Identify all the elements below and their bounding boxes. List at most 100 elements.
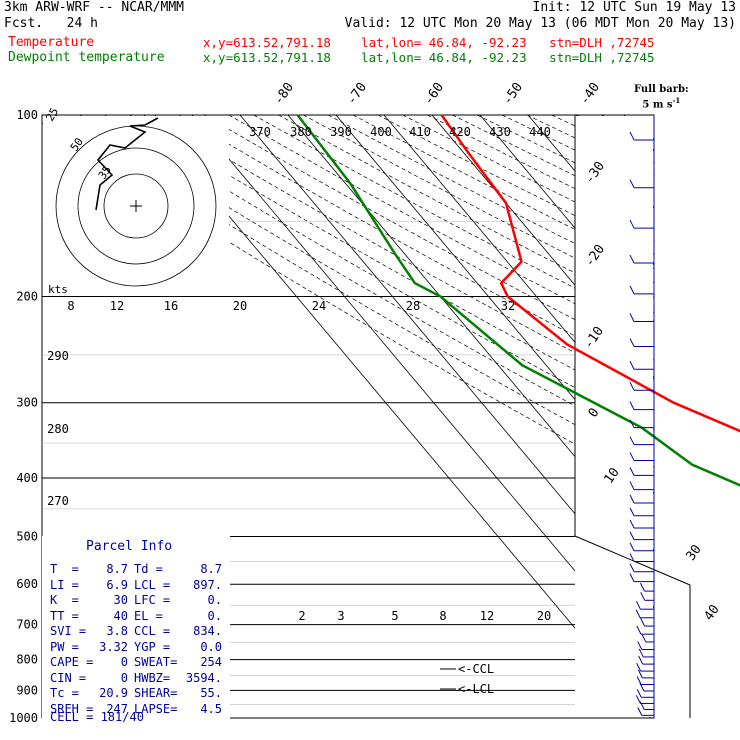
pressure-tick-label: 200	[16, 290, 38, 304]
dry-adiabat	[303, 115, 740, 718]
dry-adiabat	[403, 115, 740, 718]
pressure-tick-label: 700	[16, 618, 38, 632]
header-init: Init: 12 UTC Sun 19 May 13	[533, 0, 737, 15]
header-model: 3km ARW-WRF -- NCAR/MMM	[4, 0, 184, 15]
isotherm-label: -50	[500, 80, 526, 108]
pressure-tick-label: 300	[16, 396, 38, 410]
isotherm-label: -40	[577, 80, 603, 108]
parcel-row-cell: 4.5	[200, 702, 222, 716]
dry-adiabat	[254, 115, 740, 718]
parcel-row-cell: 8.7	[106, 562, 128, 576]
mixing-low-label: 20	[537, 609, 551, 623]
dry-adiabat	[279, 115, 740, 718]
theta-label: 420	[449, 125, 471, 139]
mixing-top-label: 8	[67, 299, 74, 313]
wind-bg	[575, 116, 653, 717]
parcel-row-cell: 0	[121, 671, 128, 685]
parcel-row-cell: 3.8	[106, 624, 128, 638]
parcel-row-cell: 834.	[193, 624, 222, 638]
hodo-unit: kts	[48, 283, 68, 296]
parcel-row-cell: 30	[114, 593, 128, 607]
parcel-row-cell: K =	[50, 593, 79, 607]
parcel-row-cell: EL =	[134, 609, 163, 623]
parcel-row-cell: 3594.	[186, 671, 222, 685]
theta-left-label: 270	[47, 494, 69, 508]
theta-label: 430	[489, 125, 511, 139]
isotherm-label: -60	[421, 80, 447, 108]
parcel-info-title: Parcel Info	[86, 539, 172, 554]
theta-label: 380	[290, 125, 312, 139]
dewpoint-line	[298, 115, 740, 695]
parcel-row-cell: Tc =	[50, 686, 79, 700]
parcel-row-cell: 0.	[208, 593, 222, 607]
parcel-row-cell: 55.	[200, 686, 222, 700]
parcel-info-panel: Parcel Info T = 8.7 Td = 8.7 LI = 6.9 LCL = 897…	[42, 536, 230, 728]
parcel-row-cell: 40	[114, 609, 128, 623]
legend-temperature: Temperature	[8, 35, 94, 50]
barb-legend-exp: -1	[673, 96, 681, 105]
isotherm-label: 40	[701, 602, 722, 623]
mixing-top-label: 12	[110, 299, 124, 313]
parcel-row-cell: 0	[121, 655, 128, 669]
isotherm	[336, 115, 740, 718]
isotherm	[240, 115, 740, 718]
lcl-label: <-LCL	[458, 682, 494, 696]
parcel-row-cell: 8.7	[200, 562, 222, 576]
mixing-low-label: 8	[439, 609, 446, 623]
mixing-low-label: 3	[337, 609, 344, 623]
parcel-row-cell: 0.0	[200, 640, 222, 654]
parcel-row-cell: PW =	[50, 640, 79, 654]
mixing-top-label: 28	[406, 299, 420, 313]
parcel-row-cell: 0.	[208, 609, 222, 623]
parcel-row-cell: 254	[200, 655, 222, 669]
parcel-row-cell: SWEAT=	[134, 655, 177, 669]
theta-label: 370	[249, 125, 271, 139]
parcel-row-cell: LCL =	[134, 578, 170, 592]
dry-adiabat	[378, 115, 740, 718]
barb-legend-value: 5 m s-1	[634, 95, 689, 110]
parcel-row-cell: LI =	[50, 578, 79, 592]
header-valid: Valid: 12 UTC Mon 20 May 13 (06 MDT Mon …	[345, 16, 736, 31]
parcel-row-cell: SVI =	[50, 624, 86, 638]
theta-left-label: 280	[47, 422, 69, 436]
parcel-row-cell: CAPE =	[50, 655, 93, 669]
location-dew: x,y=613.52,791.18 lat,lon= 46.84, -92.23…	[203, 50, 655, 65]
theta-label: 410	[409, 125, 431, 139]
isotherm	[288, 115, 740, 718]
pressure-tick-label: 600	[16, 577, 38, 591]
isotherm	[720, 115, 740, 718]
barb-legend-unit: 5 m s	[642, 99, 672, 110]
mixing-low-label: 12	[480, 609, 494, 623]
theta-label: 440	[529, 125, 551, 139]
mixing-top-label: 24	[312, 299, 326, 313]
parcel-row-cell: LFC =	[134, 593, 170, 607]
location-temp: x,y=613.52,791.18 lat,lon= 46.84, -92.23…	[203, 35, 655, 50]
parcel-row-cell: 3.32	[99, 640, 128, 654]
theta-label: 400	[370, 125, 392, 139]
barb-legend: Full barb: 5 m s-1	[634, 84, 689, 110]
theta-left-label: 290	[47, 349, 69, 363]
mixing-top-label: 32	[501, 299, 515, 313]
pressure-tick-label: 500	[16, 529, 38, 543]
parcel-row-cell: 897.	[193, 578, 222, 592]
isotherm-label: -70	[344, 80, 370, 108]
parcel-row-cell: 20.9	[99, 686, 128, 700]
isotherm-label: 30	[683, 542, 704, 563]
theta-label: 390	[330, 125, 352, 139]
parcel-row-cell: SHEAR=	[134, 686, 177, 700]
parcel-row-cell: 6.9	[106, 578, 128, 592]
parcel-cell: CELL = 181/40	[50, 710, 144, 724]
pressure-tick-label: 100	[16, 108, 38, 122]
pressure-tick-label: 400	[16, 471, 38, 485]
ccl-label: <-CCL	[458, 662, 494, 676]
profile-series	[298, 115, 740, 695]
barb-legend-title: Full barb:	[634, 84, 689, 95]
pressure-tick-label: 800	[16, 653, 38, 667]
dry-adiabat	[353, 115, 740, 718]
header-fcst: Fcst. 24 h	[4, 16, 98, 31]
mixing-low-label: 5	[391, 609, 398, 623]
parcel-row-cell: HWBZ=	[134, 671, 170, 685]
parcel-row-cell: YGP =	[134, 640, 170, 654]
parcel-row-cell: Td =	[134, 562, 163, 576]
legend-dewpoint: Dewpoint temperature	[8, 50, 165, 65]
